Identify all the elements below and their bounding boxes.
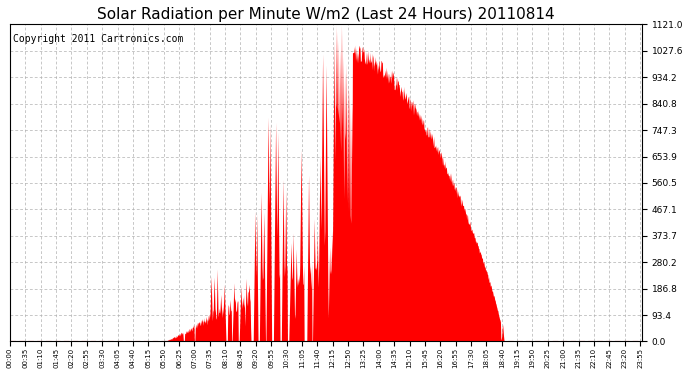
Text: Copyright 2011 Cartronics.com: Copyright 2011 Cartronics.com xyxy=(13,34,184,44)
Title: Solar Radiation per Minute W/m2 (Last 24 Hours) 20110814: Solar Radiation per Minute W/m2 (Last 24… xyxy=(97,7,555,22)
